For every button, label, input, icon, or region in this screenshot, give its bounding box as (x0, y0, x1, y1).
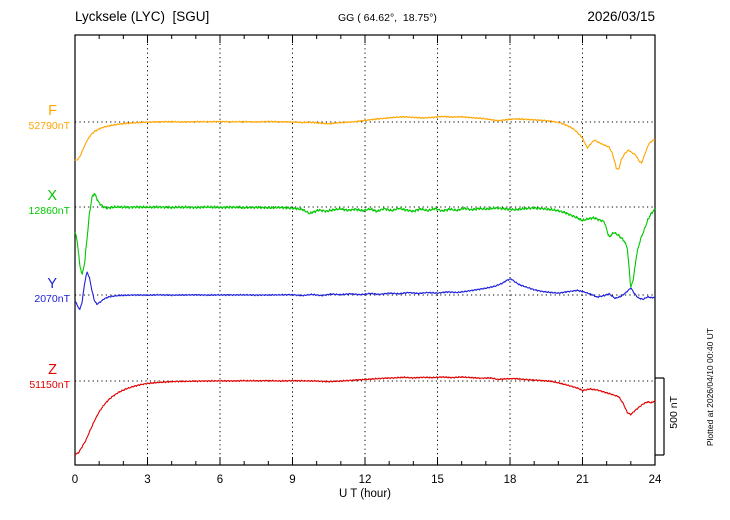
station-title: Lycksele (LYC) [SGU] (75, 9, 210, 24)
plot-date: 2026/03/15 (587, 9, 655, 24)
series-letter-Y: Y (47, 276, 57, 292)
series-baseline-value-F: 52790nT (28, 119, 70, 132)
series-letter-Z: Z (48, 362, 57, 378)
trace-F (74, 115, 656, 170)
series-baseline-value-Y: 2070nT (34, 292, 70, 305)
series-label-Z: Z 51150nT (0, 362, 70, 391)
plotted-at-timestamp: Plotted at 2026/04/10 00:40 UT (705, 328, 715, 447)
series-label-X: X 12860nT (0, 188, 70, 217)
series-label-Y: Y 2070nT (0, 276, 70, 305)
x-tick-label: 0 (72, 474, 78, 486)
x-tick-label: 3 (144, 474, 150, 486)
series-label-F: F 52790nT (0, 103, 70, 132)
trace-X (74, 192, 656, 288)
scale-bar-label: 500 nT (668, 396, 680, 429)
x-tick-label: 18 (504, 474, 517, 486)
trace-Z (74, 375, 656, 456)
x-tick-label: 12 (359, 474, 372, 486)
series-baseline-value-Z: 51150nT (29, 378, 70, 391)
x-tick-label: 15 (431, 474, 444, 486)
trace-Y (74, 271, 656, 311)
series-letter-X: X (47, 188, 57, 204)
x-tick-label: 24 (649, 474, 662, 486)
series-letter-F: F (48, 103, 57, 119)
x-tick-label: 6 (217, 474, 223, 486)
x-tick-label: 21 (576, 474, 589, 486)
series-baseline-value-X: 12860nT (28, 204, 70, 217)
x-axis-title: U T (hour) (339, 488, 391, 500)
geographic-coords: GG ( 64.62°, 18.75°) (338, 12, 437, 24)
x-tick-label: 9 (289, 474, 295, 486)
